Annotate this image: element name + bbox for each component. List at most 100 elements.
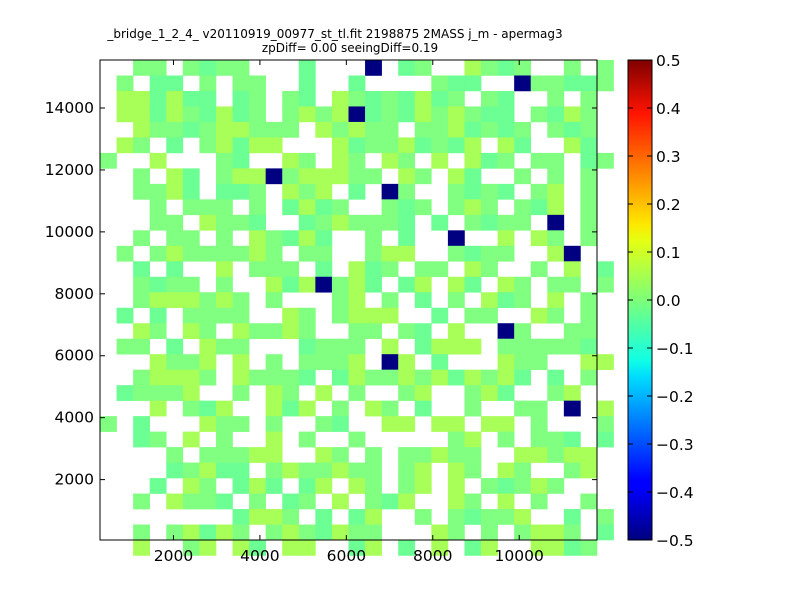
heatmap-cell bbox=[398, 137, 416, 154]
heatmap-cell bbox=[298, 276, 316, 293]
heatmap-cell bbox=[447, 292, 465, 309]
heatmap-cell bbox=[398, 168, 416, 185]
heatmap-cell bbox=[514, 137, 532, 154]
heatmap-cell bbox=[232, 307, 250, 324]
heatmap-cell bbox=[481, 245, 498, 262]
heatmap-cell bbox=[530, 416, 548, 432]
heatmap-cell bbox=[348, 183, 366, 200]
heatmap-cell bbox=[497, 369, 515, 386]
heatmap-cell bbox=[215, 261, 233, 278]
heatmap-cell bbox=[464, 261, 482, 278]
heatmap-cell bbox=[563, 540, 581, 556]
heatmap-cell bbox=[514, 168, 532, 185]
heatmap-cell bbox=[249, 493, 266, 510]
heatmap-cell bbox=[414, 276, 432, 293]
heatmap-cell bbox=[381, 493, 399, 510]
heatmap-cell bbox=[199, 493, 217, 510]
heatmap-cell bbox=[365, 369, 382, 386]
heatmap-cell bbox=[447, 447, 465, 463]
heatmap-cell bbox=[398, 183, 416, 200]
heatmap-cell bbox=[116, 338, 134, 355]
heatmap-cell bbox=[514, 524, 532, 541]
heatmap-cell bbox=[414, 323, 432, 340]
heatmap-cell bbox=[282, 307, 300, 324]
heatmap-cell bbox=[331, 416, 349, 432]
heatmap-cell bbox=[580, 121, 598, 138]
heatmap-cell bbox=[133, 121, 150, 138]
heatmap-cell bbox=[116, 245, 134, 262]
heatmap-cell bbox=[199, 416, 217, 432]
heatmap-cell bbox=[514, 369, 532, 386]
heatmap-cell bbox=[116, 385, 134, 401]
heatmap-cell bbox=[580, 323, 598, 340]
heatmap-cell bbox=[514, 199, 532, 216]
heatmap-cell bbox=[497, 493, 515, 510]
heatmap-cell bbox=[265, 416, 283, 432]
heatmap-cell bbox=[215, 276, 233, 293]
heatmap-cell bbox=[547, 106, 565, 123]
colorbar-tick-label: −0.3 bbox=[656, 436, 694, 454]
y-axis: 2000 4000 6000 8000 10000 12000 14000 bbox=[45, 99, 597, 489]
heatmap-cell bbox=[497, 245, 515, 262]
x-tick-label: 4000 bbox=[240, 547, 279, 565]
heatmap-cell bbox=[431, 121, 449, 138]
heatmap-cell bbox=[282, 509, 300, 525]
y-tick-label: 14000 bbox=[45, 99, 94, 117]
y-tick-label: 2000 bbox=[55, 471, 94, 489]
heatmap-cell bbox=[381, 369, 399, 386]
heatmap-cell bbox=[166, 121, 184, 138]
heatmap-cell bbox=[398, 245, 416, 262]
heatmap-cell bbox=[481, 106, 498, 123]
heatmap-cell bbox=[398, 447, 416, 463]
heatmap-cell bbox=[365, 307, 382, 324]
heatmap-cell bbox=[547, 152, 565, 169]
heatmap-cell bbox=[199, 245, 217, 262]
heatmap-cell bbox=[365, 214, 382, 231]
heatmap-cell bbox=[597, 354, 614, 370]
heatmap-cell bbox=[381, 90, 399, 107]
heatmap-cell bbox=[414, 369, 432, 386]
heatmap-cell bbox=[431, 369, 449, 386]
heatmap-cell bbox=[381, 338, 399, 355]
heatmap-cell bbox=[166, 90, 184, 107]
heatmap-cell bbox=[398, 478, 416, 494]
heatmap-cell bbox=[398, 354, 416, 370]
heatmap-cell bbox=[597, 524, 614, 541]
heatmap-cell bbox=[597, 152, 614, 169]
y-tick-label: 12000 bbox=[45, 161, 94, 179]
colorbar-axis: 0.5 0.4 0.3 0.2 0.1 0.0 −0.1 −0.2 −0.3 −0.4 −0.5 bbox=[628, 52, 694, 550]
heatmap-cell bbox=[381, 183, 399, 200]
heatmap-cell bbox=[348, 385, 366, 401]
heatmap-cell bbox=[315, 385, 333, 401]
heatmap-cell bbox=[265, 292, 283, 309]
heatmap-cell bbox=[580, 354, 598, 370]
heatmap-cell bbox=[481, 478, 498, 494]
heatmap-cell bbox=[414, 400, 432, 417]
heatmap-cell bbox=[265, 323, 283, 340]
heatmap-cell bbox=[166, 214, 184, 231]
heatmap-cell bbox=[381, 307, 399, 324]
heatmap-cell bbox=[182, 183, 200, 200]
heatmap-cell bbox=[348, 121, 366, 138]
heatmap-cell bbox=[481, 199, 498, 216]
heatmap-cell bbox=[464, 199, 482, 216]
heatmap-cell bbox=[232, 106, 250, 123]
heatmap-cell bbox=[414, 199, 432, 216]
heatmap-cell bbox=[265, 121, 283, 138]
heatmap-cell bbox=[514, 214, 532, 231]
heatmap-cell bbox=[398, 369, 416, 386]
heatmap-cell bbox=[547, 90, 565, 107]
heatmap-cell bbox=[348, 354, 366, 370]
heatmap-cell bbox=[514, 400, 532, 417]
heatmap-cell bbox=[398, 90, 416, 107]
heatmap-cell bbox=[447, 493, 465, 510]
heatmap-cell bbox=[298, 75, 316, 92]
heatmap-cell bbox=[414, 462, 432, 479]
heatmap-cell bbox=[232, 152, 250, 169]
heatmap-cell bbox=[249, 183, 266, 200]
heatmap-cell bbox=[597, 75, 614, 92]
heatmap-cell bbox=[530, 354, 548, 370]
heatmap-cell bbox=[563, 137, 581, 154]
heatmap-cell bbox=[116, 106, 134, 123]
heatmap-cell bbox=[215, 400, 233, 417]
